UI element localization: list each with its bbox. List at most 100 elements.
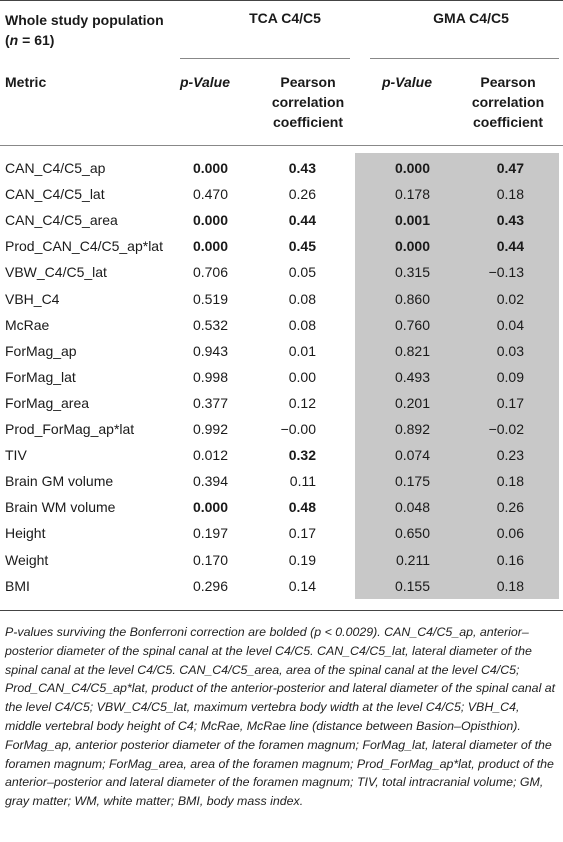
table-row: VBH_C4 0.519 0.08 0.860 0.02 [0,287,563,313]
metric-cell: CAN_C4/C5_ap [5,160,106,176]
col-header-metric: Metric [5,74,47,90]
p-value-gma-cell: 0.315 [394,264,430,281]
p-value-tca-cell: 0.197 [192,525,228,542]
p-value-gma-cell: 0.892 [394,421,430,437]
pearson-gma-cell: −0.13 [488,264,524,281]
metric-cell: Height [5,525,46,542]
pearson-tca-cell: 0.44 [288,212,316,229]
group-header-row: Whole study population (n = 61) TCA C4/C… [0,6,563,56]
p-value-gma-cell: 0.155 [394,577,430,594]
p-value-tca-cell: 0.519 [192,290,228,307]
table-row: CAN_C4/C5_area 0.000 0.44 0.001 0.43 [0,208,563,234]
table-row: BMI 0.296 0.14 0.155 0.18 [0,574,563,600]
pearson-gma-cell: 0.18 [496,473,524,490]
p-value-tca-cell: 0.000 [192,212,228,229]
table-row: ForMag_lat 0.998 0.00 0.493 0.09 [0,365,563,391]
group-header-gma: GMA C4/C5 [433,10,509,26]
pearson-gma-cell: 0.18 [496,577,524,594]
table-row: CAN_C4/C5_lat 0.470 0.26 0.178 0.18 [0,182,563,208]
table-footnote: P-values surviving the Bonferroni correc… [5,625,556,809]
pearson-gma-cell: 0.04 [496,316,524,333]
pearson-gma-cell: 0.16 [496,551,524,568]
metric-cell: Brain WM volume [5,499,116,516]
table-row: ForMag_area 0.377 0.12 0.201 0.17 [0,391,563,417]
col-header-p1: p-Value [179,74,230,90]
p-value-tca-cell: 0.706 [192,264,228,281]
metric-cell: CAN_C4/C5_lat [5,186,105,203]
pearson-tca-cell: −0.00 [280,421,316,437]
pearson-tca-cell: 0.48 [288,499,316,516]
pearson-gma-cell: 0.44 [496,238,524,255]
p-value-gma-cell: 0.211 [396,551,430,568]
metric-cell: Brain GM volume [5,473,114,490]
pearson-gma-cell: 0.26 [496,499,524,516]
pearson-gma-cell: 0.18 [496,186,524,203]
metric-cell: McRae [5,316,50,333]
p-value-gma-cell: 0.201 [394,394,430,411]
p-value-tca-cell: 0.394 [192,473,228,490]
pearson-tca-cell: 0.05 [288,264,316,281]
metric-cell: ForMag_ap [5,342,77,359]
metric-cell: TIV [5,447,27,464]
gma-shaded-region [355,153,559,599]
table-row: VBW_C4/C5_lat 0.706 0.05 0.315 −0.13 [0,260,563,286]
col-header-r2: Pearson correlation coefficient [471,74,545,130]
p-value-gma-cell: 0.001 [394,212,430,229]
p-value-gma-cell: 0.821 [394,342,430,359]
table-row: Weight 0.170 0.19 0.211 0.16 [0,548,563,574]
metric-cell: Weight [5,551,49,568]
table-row: ForMag_ap 0.943 0.01 0.821 0.03 [0,339,563,365]
pearson-tca-cell: 0.11 [289,473,316,490]
table-row: Brain GM volume 0.394 0.11 0.175 0.18 [0,469,563,495]
metric-cell: VBH_C4 [5,290,60,307]
p-value-tca-cell: 0.992 [192,421,228,437]
p-value-gma-cell: 0.178 [394,186,430,203]
pearson-gma-cell: −0.02 [488,421,524,437]
p-value-gma-cell: 0.000 [394,160,430,176]
pearson-tca-cell: 0.45 [288,238,316,255]
table-row: CAN_C4/C5_ap 0.000 0.43 0.000 0.47 [0,156,563,182]
pearson-tca-cell: 0.32 [288,447,316,464]
pearson-tca-cell: 0.17 [288,525,316,542]
metric-cell: ForMag_lat [5,368,76,385]
p-value-tca-cell: 0.532 [192,316,228,333]
p-value-tca-cell: 0.470 [192,186,228,203]
top-rule [0,0,563,1]
p-value-gma-cell: 0.074 [394,447,430,464]
group-underline-gma [370,58,559,59]
column-header-row: Metric p-Value Pearson correlation coeff… [0,66,563,138]
p-value-tca-cell: 0.943 [192,342,228,359]
pearson-tca-cell: 0.01 [288,342,316,359]
group-header-tca: TCA C4/C5 [249,10,321,26]
p-value-gma-cell: 0.493 [394,368,430,385]
header-rule [0,145,563,146]
metric-cell: CAN_C4/C5_area [5,212,118,229]
pearson-tca-cell: 0.26 [288,186,316,203]
table-row: McRae 0.532 0.08 0.760 0.04 [0,313,563,339]
table-row: TIV 0.012 0.32 0.074 0.23 [0,443,563,469]
pearson-tca-cell: 0.08 [288,316,316,333]
table-row: Brain WM volume 0.000 0.48 0.048 0.26 [0,495,563,521]
table-row: Prod_CAN_C4/C5_ap*lat 0.000 0.45 0.000 0.44 [0,234,563,260]
bottom-rule [0,610,563,611]
p-value-tca-cell: 0.012 [192,447,228,464]
p-value-tca-cell: 0.000 [192,238,228,255]
pearson-gma-cell: 0.17 [496,394,524,411]
p-value-tca-cell: 0.170 [192,551,228,568]
col-header-r1: Pearson correlation coefficient [271,74,345,130]
p-value-gma-cell: 0.175 [394,473,430,490]
pearson-gma-cell: 0.43 [496,212,524,229]
p-value-gma-cell: 0.650 [394,525,430,542]
pearson-tca-cell: 0.00 [288,368,316,385]
metric-cell: BMI [5,577,30,594]
pearson-tca-cell: 0.12 [288,394,316,411]
pearson-tca-cell: 0.08 [288,290,316,307]
metric-cell: ForMag_area [5,394,90,411]
p-value-tca-cell: 0.377 [192,394,228,411]
p-value-gma-cell: 0.048 [394,499,430,516]
p-value-gma-cell: 0.760 [394,316,430,333]
col-header-p2: p-Value [381,74,432,90]
p-value-tca-cell: 0.998 [192,368,228,385]
metric-cell: Prod_ForMag_ap*lat [5,421,135,437]
pearson-gma-cell: 0.06 [496,525,524,542]
